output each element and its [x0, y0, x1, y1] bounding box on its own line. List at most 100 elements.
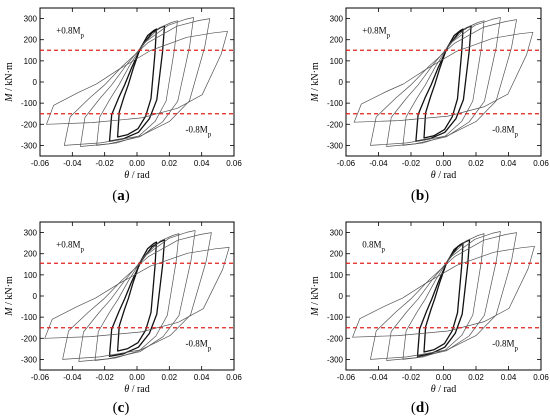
- x-axis-title: θ / rad: [431, 384, 456, 395]
- x-tick-label: -0.02: [96, 373, 115, 382]
- y-tick-label: 200: [330, 36, 344, 45]
- x-tick-label: -0.06: [31, 373, 50, 382]
- x-tick-label: 0.00: [129, 159, 145, 168]
- y-axis-title: M / kN·m: [310, 62, 321, 103]
- y-tick-label: 200: [24, 36, 38, 45]
- x-axis-title: θ / rad: [124, 170, 149, 181]
- hysteresis-loop: [44, 247, 230, 339]
- hysteresis-loop: [96, 20, 178, 146]
- y-tick-label: -100: [21, 313, 38, 322]
- chart-panel-d: -0.06 -0.04 -0.02 0.00 0.02 0.04 0.06 -300 -200 -…: [310, 221, 549, 416]
- x-tick-label: 0.00: [436, 159, 452, 168]
- y-tick-label: -300: [21, 141, 38, 150]
- hysteresis-loop: [80, 17, 194, 147]
- x-tick-label: -0.04: [63, 159, 82, 168]
- panel-caption: (c): [113, 400, 130, 416]
- x-tick-label: -0.06: [337, 159, 356, 168]
- plot-area: [40, 230, 234, 362]
- x-tick-label: -0.02: [402, 373, 421, 382]
- plot-area: [40, 17, 234, 147]
- panel-caption: (a): [112, 188, 130, 204]
- chart-panel-a: -0.06 -0.04 -0.02 0.00 0.02 0.04 0.06 -300 -200 -…: [4, 7, 242, 204]
- hysteresis-loop: [402, 20, 485, 146]
- hysteresis-loop: [423, 28, 464, 139]
- x-tick-label: -0.02: [402, 159, 421, 168]
- x-tick-label: -0.06: [337, 373, 356, 382]
- y-tick-label: -200: [327, 120, 344, 129]
- y-tick-label: 200: [24, 250, 38, 259]
- y-tick-label: 300: [330, 15, 344, 24]
- x-tick-label: 0.02: [468, 159, 484, 168]
- y-tick-label: 0: [339, 292, 344, 301]
- y-tick-label: 0: [33, 78, 38, 87]
- x-tick-label: 0.02: [162, 159, 178, 168]
- x-axis-title: θ / rad: [124, 384, 149, 395]
- x-tick-label: 0.04: [501, 159, 517, 168]
- positive-limit-label: +0.8Mp: [56, 25, 84, 39]
- hysteresis-loop: [416, 239, 471, 357]
- x-tick-label: -0.04: [369, 159, 388, 168]
- y-tick-label: 300: [24, 229, 38, 238]
- hysteresis-loop: [62, 232, 212, 360]
- y-tick-label: 200: [330, 250, 344, 259]
- hysteresis-loop: [116, 241, 158, 352]
- positive-limit-label: 0.8Mp: [362, 239, 385, 253]
- negative-limit-label: -0.8Mp: [492, 339, 518, 353]
- x-tick-label: 0.06: [226, 373, 242, 382]
- y-tick-label: -100: [327, 313, 344, 322]
- x-tick-label: 0.00: [129, 373, 145, 382]
- negative-limit-label: -0.8Mp: [186, 339, 212, 353]
- hysteresis-loop: [370, 232, 517, 360]
- y-tick-label: -200: [21, 334, 38, 343]
- x-tick-label: 0.02: [468, 373, 484, 382]
- y-tick-label: 300: [24, 15, 38, 24]
- hysteresis-loop: [386, 17, 501, 147]
- y-tick-label: 100: [24, 271, 38, 280]
- y-tick-label: -300: [21, 355, 38, 364]
- hysteresis-loop: [423, 242, 464, 353]
- y-tick-label: 0: [33, 292, 38, 301]
- y-axis-title: M / kN·m: [4, 276, 15, 317]
- y-axis-title: M / kN·m: [310, 276, 321, 317]
- hysteresis-loop: [46, 30, 228, 125]
- x-tick-label: 0.04: [194, 159, 210, 168]
- x-tick-label: -0.06: [31, 159, 50, 168]
- x-tick-label: -0.04: [63, 373, 82, 382]
- x-tick-label: 0.06: [226, 159, 242, 168]
- y-tick-label: 0: [339, 78, 344, 87]
- negative-limit-label: -0.8Mp: [186, 125, 212, 139]
- hysteresis-loop: [63, 18, 211, 146]
- hysteresis-loop: [386, 231, 501, 361]
- positive-limit-label: +0.8Mp: [362, 25, 390, 39]
- x-tick-label: -0.02: [96, 159, 115, 168]
- hysteresis-loop: [108, 25, 166, 142]
- hysteresis-loop: [353, 31, 534, 123]
- hysteresis-loop: [402, 233, 485, 360]
- hysteresis-loop: [116, 28, 158, 138]
- panel-caption: (b): [411, 188, 429, 204]
- negative-limit-label: -0.8Mp: [492, 125, 518, 139]
- hysteresis-loop: [78, 230, 196, 362]
- hysteresis-loop: [352, 245, 535, 338]
- x-tick-label: 0.04: [501, 373, 517, 382]
- y-tick-label: -200: [327, 334, 344, 343]
- y-tick-label: 100: [330, 271, 344, 280]
- hysteresis-loop: [94, 233, 180, 361]
- x-tick-label: 0.02: [162, 373, 178, 382]
- y-tick-label: -300: [327, 355, 344, 364]
- chart-panel-c: -0.06 -0.04 -0.02 0.00 0.02 0.04 0.06 -300 -200 -…: [4, 221, 242, 416]
- x-tick-label: 0.04: [194, 373, 210, 382]
- y-tick-label: 300: [330, 229, 344, 238]
- y-tick-label: -100: [21, 99, 38, 108]
- y-tick-label: -100: [327, 99, 344, 108]
- y-tick-label: 100: [330, 57, 344, 66]
- x-axis-title: θ / rad: [431, 170, 456, 181]
- hysteresis-loop: [415, 25, 472, 142]
- y-tick-label: 100: [24, 57, 38, 66]
- y-axis-title: M / kN·m: [4, 62, 15, 103]
- y-tick-label: -200: [21, 120, 38, 129]
- x-tick-label: -0.04: [369, 373, 388, 382]
- panel-caption: (d): [411, 400, 429, 416]
- plot-area: [346, 17, 541, 147]
- chart-panel-b: -0.06 -0.04 -0.02 0.00 0.02 0.04 0.06 -300 -200 -…: [310, 7, 549, 204]
